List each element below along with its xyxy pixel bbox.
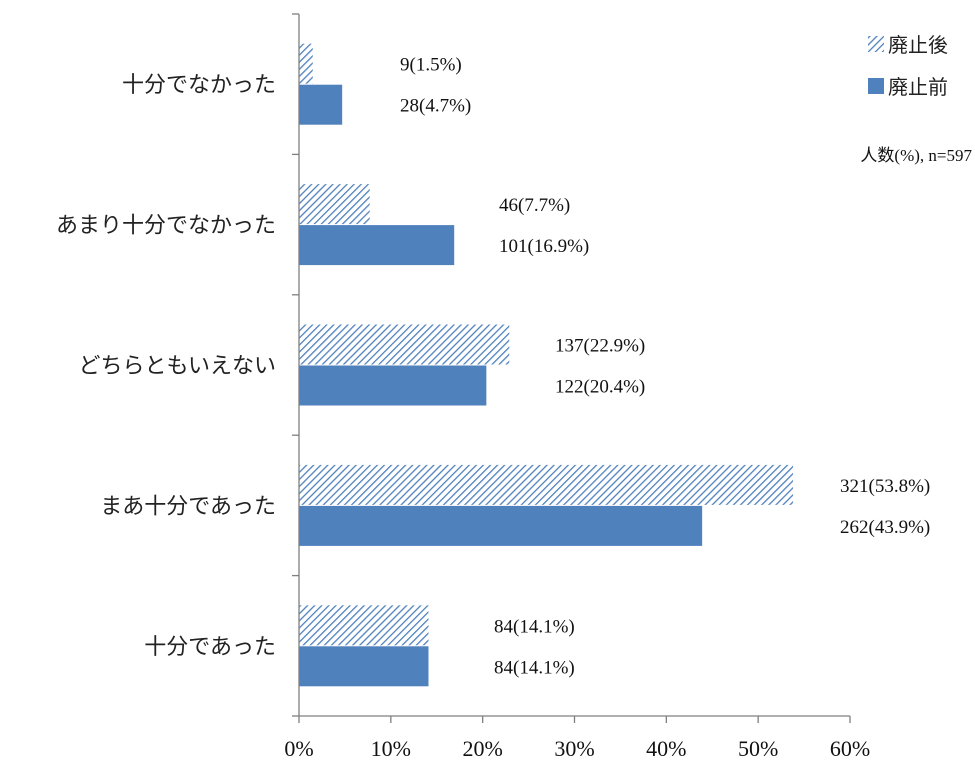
bar-before-1 [299,225,455,266]
bar-before-2 [299,365,487,406]
legend-label: 廃止前 [888,75,948,99]
category-label: 十分でなかった [122,73,276,98]
sample-size-note: 人数(%), n=597 [860,146,972,165]
category-label: あまり十分でなかった [56,214,276,239]
data-label: 137(22.9%) [555,336,645,357]
plot-area: 9(1.5%) 28(4.7%) 十分でなかった 46(7.7%) 101(16.9%)… [56,13,930,761]
bar-after-1 [299,184,370,225]
data-label: 46(7.7%) [499,195,570,216]
x-tick-label: 0% [284,736,313,761]
bar-before-0 [299,84,343,125]
bar-after-4 [299,605,429,646]
x-tick-label: 30% [554,736,594,761]
bar-after-0 [299,43,313,84]
x-tick-label: 50% [738,736,778,761]
data-label: 9(1.5%) [400,55,462,76]
data-label: 122(20.4%) [555,377,645,398]
x-tick-label: 10% [371,736,411,761]
legend-swatch-after [868,36,884,52]
data-label: 321(53.8%) [840,476,930,497]
data-label: 84(14.1%) [494,616,575,637]
legend-label: 廃止後 [888,33,948,57]
data-label: 262(43.9%) [840,517,930,538]
legend-swatch-before [868,78,884,94]
category-label: どちらともいえない [78,354,276,379]
bar-before-3 [299,505,703,546]
bar-after-3 [299,464,794,505]
category-label: 十分であった [144,635,276,660]
data-label: 28(4.7%) [400,96,471,117]
x-tick-label: 20% [463,736,503,761]
data-label: 101(16.9%) [499,236,589,257]
category-label: まあ十分であった [100,494,276,519]
x-tick-label: 40% [646,736,686,761]
x-tick-label: 60% [830,736,870,761]
bar-before-4 [299,646,429,687]
data-label: 84(14.1%) [494,657,575,678]
bar-after-2 [299,324,510,365]
